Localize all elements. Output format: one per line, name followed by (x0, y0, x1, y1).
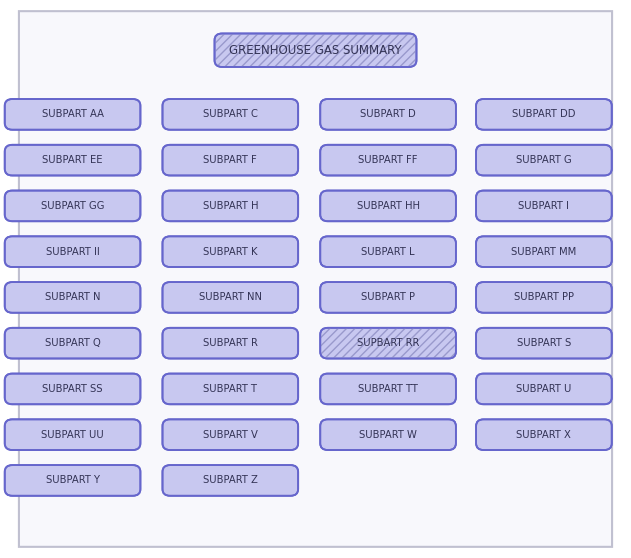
Text: SUBPART N: SUBPART N (45, 292, 100, 302)
FancyBboxPatch shape (5, 420, 141, 450)
Text: SUBPART Y: SUBPART Y (45, 475, 100, 485)
FancyBboxPatch shape (476, 374, 611, 404)
Text: SUBPART II: SUBPART II (45, 247, 100, 257)
Text: SUBPART Q: SUBPART Q (45, 338, 100, 348)
FancyBboxPatch shape (320, 190, 456, 221)
FancyBboxPatch shape (5, 99, 141, 129)
FancyBboxPatch shape (320, 145, 456, 175)
Text: SUBPART HH: SUBPART HH (357, 201, 420, 211)
Text: SUBPART P: SUBPART P (361, 292, 415, 302)
FancyBboxPatch shape (163, 420, 298, 450)
FancyBboxPatch shape (476, 145, 611, 175)
Text: SUBPART H: SUBPART H (203, 201, 258, 211)
Text: SUBPART SS: SUBPART SS (42, 384, 103, 394)
Text: SUBPART UU: SUBPART UU (41, 430, 104, 440)
FancyBboxPatch shape (163, 99, 298, 129)
Text: SUBPART GG: SUBPART GG (41, 201, 104, 211)
Text: SUBPART V: SUBPART V (203, 430, 257, 440)
FancyBboxPatch shape (5, 236, 141, 267)
FancyBboxPatch shape (163, 374, 298, 404)
Text: SUBPART L: SUBPART L (362, 247, 415, 257)
Text: SUBPART MM: SUBPART MM (511, 247, 577, 257)
Text: SUBPART TT: SUBPART TT (358, 384, 418, 394)
Text: SUBPART EE: SUBPART EE (42, 155, 103, 165)
FancyBboxPatch shape (476, 236, 611, 267)
Text: SUBPART PP: SUBPART PP (514, 292, 574, 302)
FancyBboxPatch shape (163, 190, 298, 221)
Text: GREENHOUSE GAS SUMMARY: GREENHOUSE GAS SUMMARY (229, 44, 402, 57)
FancyBboxPatch shape (476, 420, 611, 450)
FancyBboxPatch shape (476, 328, 611, 359)
FancyBboxPatch shape (163, 145, 298, 175)
Text: SUBPART Z: SUBPART Z (203, 475, 257, 485)
FancyBboxPatch shape (320, 236, 456, 267)
FancyBboxPatch shape (163, 465, 298, 496)
FancyBboxPatch shape (320, 420, 456, 450)
Text: SUBPART NN: SUBPART NN (199, 292, 262, 302)
FancyBboxPatch shape (476, 99, 611, 129)
Text: SUBPART K: SUBPART K (203, 247, 257, 257)
Text: SUBPART D: SUBPART D (360, 109, 416, 119)
Text: SUBPART I: SUBPART I (519, 201, 569, 211)
FancyBboxPatch shape (215, 33, 416, 67)
FancyBboxPatch shape (5, 374, 141, 404)
Text: SUBPART G: SUBPART G (516, 155, 572, 165)
FancyBboxPatch shape (476, 190, 611, 221)
Text: SUPBART RR: SUPBART RR (357, 338, 419, 348)
FancyBboxPatch shape (163, 236, 298, 267)
FancyBboxPatch shape (320, 99, 456, 129)
FancyBboxPatch shape (163, 282, 298, 312)
FancyBboxPatch shape (320, 374, 456, 404)
Text: SUBPART DD: SUBPART DD (512, 109, 575, 119)
FancyBboxPatch shape (476, 282, 611, 312)
Text: SUBPART R: SUBPART R (203, 338, 257, 348)
FancyBboxPatch shape (19, 11, 612, 547)
FancyBboxPatch shape (5, 190, 141, 221)
FancyBboxPatch shape (5, 145, 141, 175)
Text: SUBPART C: SUBPART C (203, 109, 257, 119)
FancyBboxPatch shape (5, 282, 141, 312)
Text: SUBPART W: SUBPART W (359, 430, 417, 440)
Text: SUBPART AA: SUBPART AA (42, 109, 103, 119)
FancyBboxPatch shape (320, 328, 456, 359)
FancyBboxPatch shape (5, 328, 141, 359)
Text: SUBPART X: SUBPART X (517, 430, 571, 440)
Text: SUBPART S: SUBPART S (517, 338, 571, 348)
FancyBboxPatch shape (320, 282, 456, 312)
Text: SUBPART FF: SUBPART FF (358, 155, 418, 165)
FancyBboxPatch shape (5, 465, 141, 496)
Text: SUBPART T: SUBPART T (203, 384, 257, 394)
Text: SUBPART F: SUBPART F (203, 155, 257, 165)
Text: SUBPART U: SUBPART U (516, 384, 572, 394)
FancyBboxPatch shape (163, 328, 298, 359)
